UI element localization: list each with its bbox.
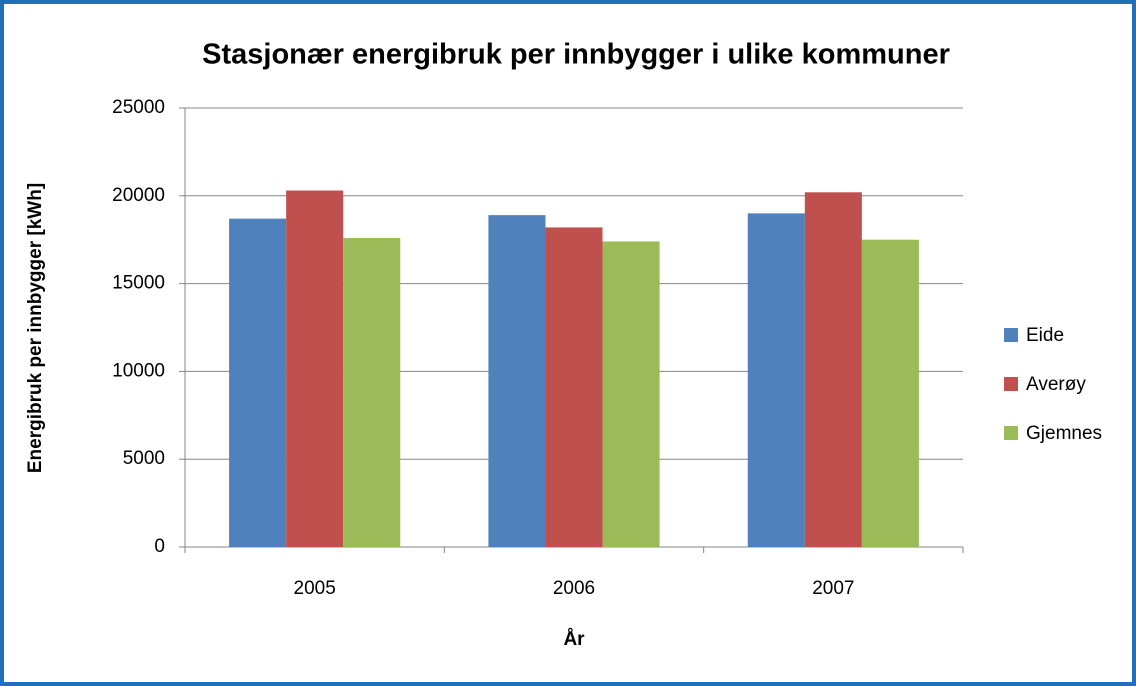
y-tick-label: 20000 bbox=[112, 185, 165, 206]
legend-label: Averøy bbox=[1026, 374, 1086, 395]
x-tick-label: 2005 bbox=[294, 578, 336, 599]
y-tick-label: 5000 bbox=[123, 448, 165, 469]
legend-label: Eide bbox=[1026, 325, 1064, 346]
bar bbox=[861, 239, 919, 547]
x-axis-label: År bbox=[563, 629, 585, 650]
x-tick-label: 2006 bbox=[553, 578, 595, 599]
y-axis-label: Energibruk per innbygger [kWh] bbox=[25, 183, 46, 473]
chart-title: Stasjonær energibruk per innbygger i uli… bbox=[202, 39, 950, 71]
bar bbox=[229, 218, 287, 548]
legend-swatch bbox=[1004, 426, 1018, 440]
legend-label: Gjemnes bbox=[1026, 423, 1102, 444]
legend-swatch bbox=[1004, 328, 1018, 342]
bar bbox=[602, 241, 660, 547]
bar bbox=[343, 237, 401, 547]
legend-swatch bbox=[1004, 377, 1018, 391]
bar bbox=[747, 213, 805, 548]
x-tick-label: 2007 bbox=[812, 578, 854, 599]
bar bbox=[545, 227, 603, 547]
y-tick-label: 0 bbox=[154, 536, 165, 557]
y-tick-label: 10000 bbox=[112, 360, 165, 381]
y-tick-label: 15000 bbox=[112, 273, 165, 294]
y-tick-label: 25000 bbox=[112, 97, 165, 118]
bar bbox=[804, 192, 862, 547]
bar bbox=[488, 215, 546, 547]
bar bbox=[286, 190, 344, 548]
